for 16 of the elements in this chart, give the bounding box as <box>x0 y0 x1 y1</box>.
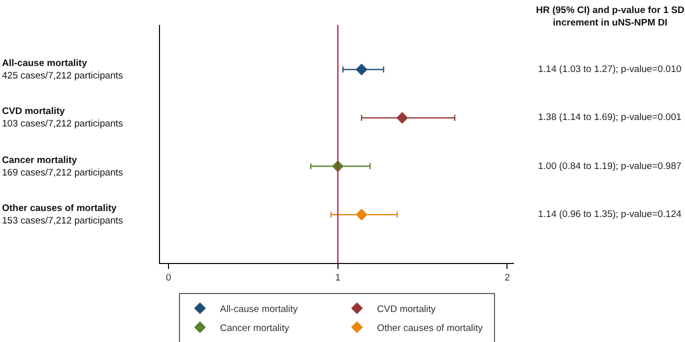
legend-label: Cancer mortality <box>220 322 290 334</box>
legend-label: CVD mortality <box>377 304 436 315</box>
legend-label: All-cause mortality <box>220 304 298 315</box>
y-tick-label: Other causes of mortality 153 cases/7,212 participants <box>2 203 124 226</box>
text: 1.00 (0.84 to 1.19); p-value=0.987 <box>538 161 682 172</box>
y-tick-label: CVD mortality 103 cases/7,212 participants <box>2 106 124 130</box>
text: HR (95% CI) and p-value for 1 SD increment in uNS-NPM DI <box>536 5 684 28</box>
text: 1.14 (0.96 to 1.35); p-value=0.124 <box>538 209 682 220</box>
x-tick-label: 0 <box>166 272 172 284</box>
legend-label: Other causes of mortality <box>377 322 483 334</box>
text: 1.38 (1.14 to 1.69); p-value=0.001 <box>538 112 682 123</box>
x-tick-label: 2 <box>504 272 510 284</box>
y-tick-label: All-cause mortality 425 cases/7,212 participants <box>2 58 124 82</box>
x-tick-label: 1 <box>335 272 340 284</box>
text: 1.14 (1.03 to 1.27); p-value=0.010 <box>538 64 682 75</box>
y-tick-label: Cancer mortality 169 cases/7,212 participants <box>2 155 124 178</box>
